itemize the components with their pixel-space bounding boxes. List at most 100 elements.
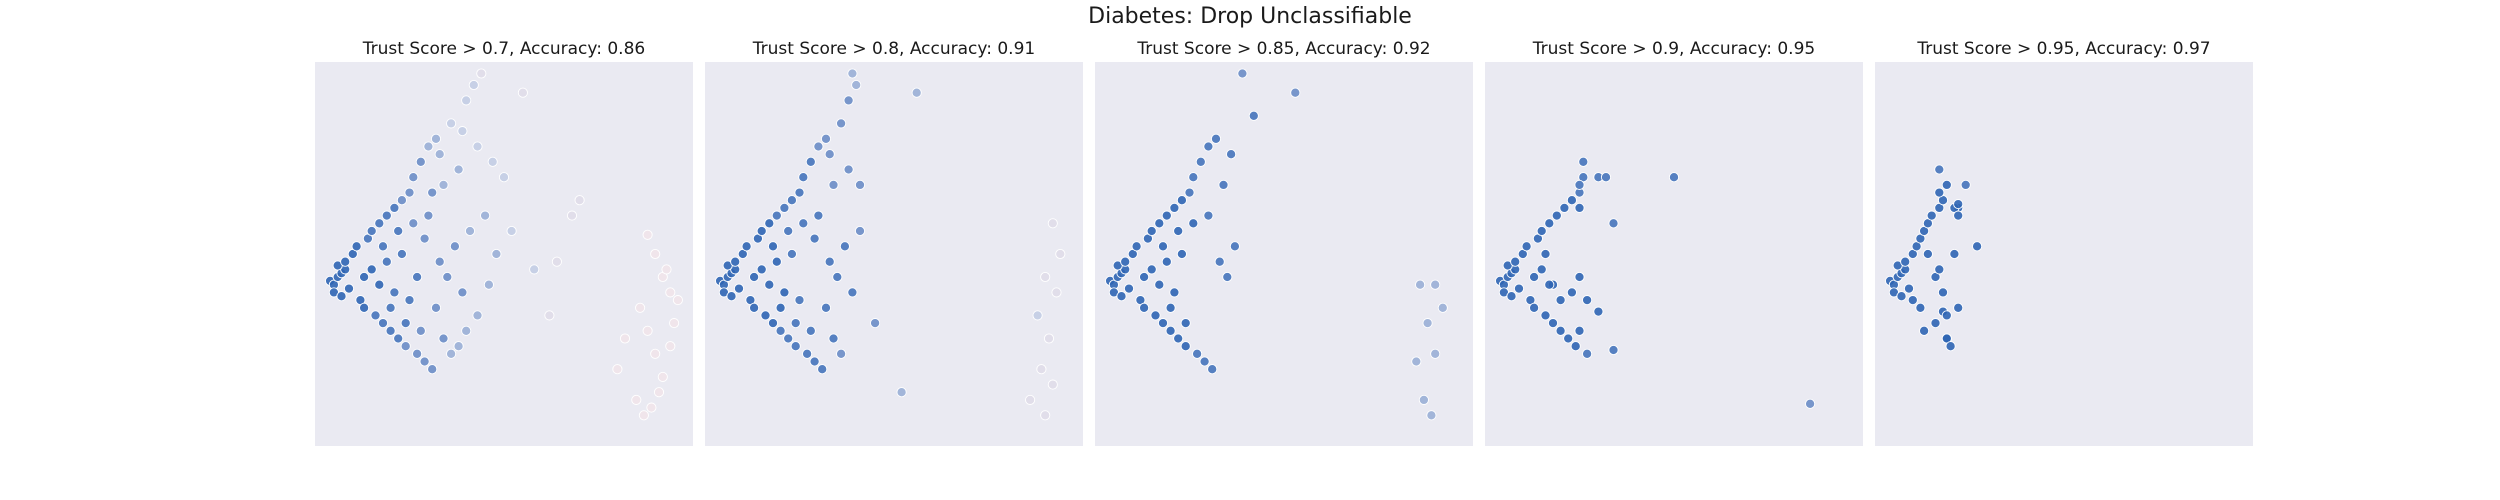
data-point [1146,225,1157,237]
data-point [854,179,866,190]
data-point [529,264,540,275]
data-point [1131,241,1142,252]
panel-background [1875,62,2253,446]
data-point [775,302,786,313]
panel-background [705,62,1083,446]
data-point [393,225,404,237]
data-point [1513,283,1525,294]
data-point [1161,210,1172,221]
data-point [464,225,476,237]
data-point [1555,325,1566,336]
scatter-panel-2: Trust Score > 0.8, Accuracy: 0.91 [705,39,1083,446]
data-point [446,118,457,129]
data-point [1536,264,1547,275]
data-point [1226,149,1237,160]
data-point [790,341,801,352]
panel-background [1095,62,1473,446]
data-point [457,126,468,137]
data-point [1949,248,1960,260]
data-point [377,241,389,252]
data-point [374,279,385,290]
data-point [1199,356,1210,367]
data-point [756,264,767,275]
data-point [1169,202,1180,213]
data-point [638,410,649,421]
data-point [1521,241,1532,252]
data-point [408,218,419,229]
data-point [824,256,835,267]
data-point [1188,218,1199,229]
data-point [1559,202,1570,213]
data-point [1930,318,1941,329]
data-point [1176,195,1187,206]
data-point [419,356,430,367]
data-point [828,179,839,190]
data-point [650,348,661,359]
data-point [1593,306,1604,317]
data-point [1915,302,1926,313]
data-point [1180,341,1191,352]
data-point [1229,241,1240,252]
data-point [767,318,779,329]
data-point [661,264,672,275]
data-point [377,318,389,329]
data-point [1192,348,1203,359]
data-point [851,79,862,91]
data-point [1222,271,1233,283]
data-point [1551,210,1562,221]
data-point [775,325,786,336]
data-point [389,287,400,298]
data-point [1919,325,1930,336]
data-point [798,218,809,229]
data-point [1582,348,1593,359]
data-point [498,172,510,183]
data-point [1426,410,1437,421]
data-point [1960,179,1971,190]
data-point [476,68,487,79]
data-point [1214,256,1225,267]
data-point [1953,199,1964,210]
data-point [749,302,760,313]
scatter-panel-1: Trust Score > 0.7, Accuracy: 0.86 [315,39,693,446]
data-point [1945,341,1956,352]
data-point [843,95,854,106]
data-point [1570,341,1581,352]
data-point [1547,318,1559,329]
data-point [351,241,362,252]
data-point [544,310,555,321]
data-point [370,310,381,321]
data-point [1418,394,1429,405]
panel-title: Trust Score > 0.8, Accuracy: 0.91 [752,39,1035,59]
data-point [1139,302,1150,313]
data-point [1139,271,1150,283]
data-point [453,164,464,175]
data-point [832,271,843,283]
data-point [1123,283,1135,294]
data-point [1173,225,1184,237]
data-point [1290,87,1301,98]
data-point [1563,333,1574,344]
data-point [1176,248,1187,260]
data-point [1941,310,1952,321]
data-point [631,394,642,405]
data-point [820,133,832,144]
data-point [480,210,491,221]
data-point [619,333,631,344]
data-point [446,348,457,359]
panel-title: Trust Score > 0.85, Accuracy: 0.92 [1136,39,1430,59]
data-point [1934,164,1945,175]
data-point [650,248,661,260]
data-point [1941,179,1952,190]
data-point [669,318,680,329]
data-point [1566,195,1577,206]
data-point [642,325,653,336]
data-point [438,179,449,190]
data-point [786,195,797,206]
data-point [896,387,907,398]
data-point [1411,356,1422,367]
data-point [1415,279,1426,290]
data-point [483,279,494,290]
data-point [1203,141,1214,152]
data-point [783,333,794,344]
data-point [730,256,741,267]
